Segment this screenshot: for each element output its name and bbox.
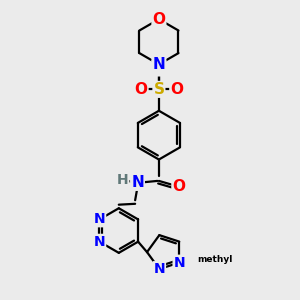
Text: O: O [135, 82, 148, 97]
Text: N: N [94, 235, 105, 249]
Text: O: O [172, 179, 185, 194]
Text: methyl: methyl [198, 254, 233, 263]
Text: O: O [152, 12, 165, 27]
Text: N: N [154, 262, 165, 276]
Text: H: H [117, 173, 128, 187]
Text: N: N [131, 175, 144, 190]
Text: N: N [152, 57, 165, 72]
Text: N: N [173, 256, 185, 270]
Text: N: N [94, 212, 105, 226]
Text: S: S [153, 82, 164, 97]
Text: O: O [170, 82, 183, 97]
Text: N: N [152, 61, 165, 76]
